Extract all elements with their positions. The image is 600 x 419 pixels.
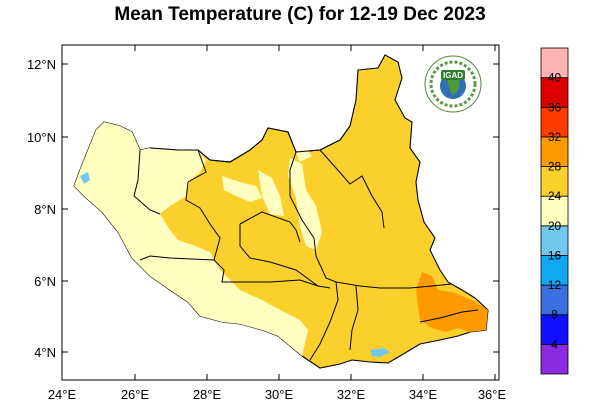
colorbar-label: 4 [551, 337, 558, 351]
region-cool-central-1 [222, 176, 262, 202]
lat-label: 4°N [34, 345, 56, 360]
region-cold-spot-west [80, 172, 90, 184]
colorbar-swatch [540, 314, 569, 345]
colorbar-label: 8 [551, 308, 558, 322]
igad-logo-icon: IGAD [424, 55, 482, 113]
colorbar-swatch [540, 195, 569, 227]
colorbar-label: 40 [548, 71, 562, 85]
lat-label: 10°N [27, 130, 56, 145]
lat-label: 6°N [34, 274, 56, 289]
colorbar-swatch [540, 77, 569, 108]
colorbar-label: 12 [548, 278, 562, 292]
lon-label: 32°E [337, 387, 366, 402]
lon-label: 30°E [265, 387, 294, 402]
colorbar-label: 24 [548, 189, 562, 203]
region-cool-central-2 [258, 170, 284, 216]
colorbar-swatch [540, 284, 569, 316]
colorbar-label: 28 [548, 160, 562, 174]
map-title: Mean Temperature (C) for 12-19 Dec 2023 [114, 4, 486, 25]
lat-label: 12°N [27, 57, 56, 72]
lat-ticks [62, 63, 499, 353]
colorbar: 4 8 12 16 20 24 28 32 36 40 [540, 47, 569, 375]
colorbar-swatch [540, 47, 569, 79]
colorbar-label: 20 [548, 219, 562, 233]
lon-label: 24°E [48, 387, 77, 402]
colorbar-swatch [540, 343, 569, 375]
lon-label: 34°E [409, 387, 438, 402]
colorbar-label: 32 [548, 130, 562, 144]
region-cool-central-3 [288, 158, 322, 250]
colorbar-label: 16 [548, 248, 562, 262]
colorbar-swatch [540, 106, 569, 138]
lon-label: 26°E [121, 387, 150, 402]
lon-label: 28°E [193, 387, 222, 402]
colorbar-label: 36 [548, 100, 562, 114]
region-cool-west [74, 122, 308, 356]
state-borders [133, 125, 479, 361]
colorbar-swatch [540, 136, 569, 167]
lon-label: 36°E [478, 387, 507, 402]
region-cold-spot-south [370, 348, 390, 357]
logo-text: IGAD [443, 71, 463, 80]
lon-ticks [61, 45, 496, 380]
region-warm-east [416, 272, 488, 332]
lat-label: 8°N [34, 202, 56, 217]
